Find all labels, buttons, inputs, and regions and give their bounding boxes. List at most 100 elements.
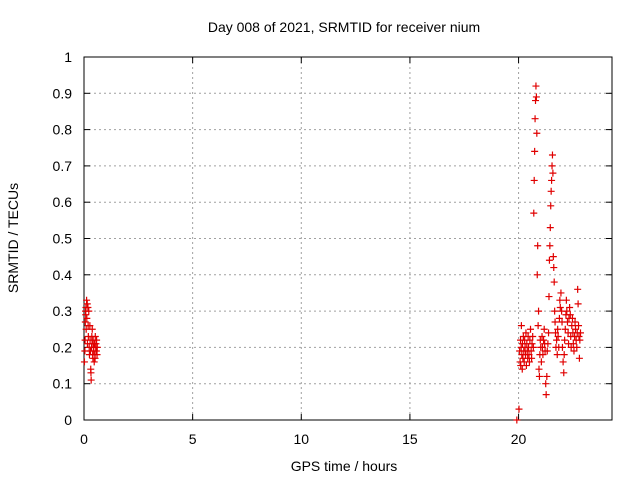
data-point — [539, 351, 547, 359]
data-point — [561, 336, 569, 344]
data-point — [515, 405, 523, 413]
y-tick-label: 0.8 — [53, 122, 73, 138]
x-tick-label: 20 — [511, 431, 527, 447]
data-point — [517, 322, 525, 330]
data-point — [531, 115, 539, 123]
data-point — [532, 93, 540, 101]
data-point — [568, 322, 576, 330]
y-tick-label: 0 — [64, 412, 72, 428]
data-point — [543, 372, 551, 380]
data-point — [542, 380, 550, 388]
data-point — [568, 314, 576, 322]
data-point — [573, 343, 581, 351]
data-point — [554, 333, 562, 341]
data-point — [83, 314, 91, 322]
data-point — [92, 340, 100, 348]
data-point — [555, 314, 563, 322]
data-point — [569, 340, 577, 348]
data-point — [558, 343, 566, 351]
data-point — [549, 169, 557, 177]
x-tick-label: 15 — [402, 431, 418, 447]
y-tick-label: 1 — [64, 49, 72, 65]
x-axis-label: GPS time / hours — [291, 458, 398, 474]
y-axis-label: SRMTID / TECUs — [5, 183, 21, 293]
data-point — [525, 351, 533, 359]
data-point — [85, 307, 93, 315]
data-point — [527, 347, 535, 355]
data-point — [563, 318, 571, 326]
data-point — [550, 278, 558, 286]
data-point — [537, 358, 545, 366]
data-point — [533, 271, 541, 279]
data-point — [522, 329, 530, 337]
y-tick-label: 0.1 — [53, 376, 73, 392]
data-point — [534, 242, 542, 250]
data-point — [574, 300, 582, 308]
y-tick-label: 0.7 — [53, 158, 73, 174]
data-point — [552, 329, 560, 337]
data-point — [556, 303, 564, 311]
data-point — [530, 176, 538, 184]
data-point — [540, 336, 548, 344]
data-point — [545, 329, 553, 337]
data-point — [532, 82, 540, 90]
data-point — [527, 325, 535, 333]
data-point — [533, 129, 541, 137]
data-point — [560, 351, 568, 359]
data-point — [570, 347, 578, 355]
data-point — [530, 209, 538, 217]
data-point — [566, 311, 574, 319]
data-point — [551, 318, 559, 326]
x-tick-label: 10 — [293, 431, 309, 447]
data-point — [560, 369, 568, 377]
data-point — [566, 303, 574, 311]
data-point — [551, 307, 559, 315]
data-point — [546, 224, 554, 232]
data-point — [553, 351, 561, 359]
data-point — [87, 376, 95, 384]
data-point — [556, 296, 564, 304]
data-point — [562, 296, 570, 304]
data-point — [561, 325, 569, 333]
y-tick-label: 0.6 — [53, 194, 73, 210]
data-point — [538, 343, 546, 351]
data-point — [576, 336, 584, 344]
data-point — [83, 300, 91, 308]
data-point — [546, 242, 554, 250]
data-point — [87, 369, 95, 377]
data-point — [531, 147, 539, 155]
data-point — [559, 358, 567, 366]
y-tick-labels: 0 0.1 0.2 0.3 0.4 0.5 0.6 0.7 0.8 0.9 1 — [53, 49, 73, 428]
data-point — [542, 391, 550, 399]
data-point — [571, 325, 579, 333]
y-tick-label: 0.5 — [53, 231, 73, 247]
data-point — [553, 336, 561, 344]
data-point — [92, 347, 100, 355]
data-point — [91, 354, 99, 362]
data-point — [547, 187, 555, 195]
data-point — [538, 333, 546, 341]
data-point — [526, 336, 534, 344]
data-point — [544, 340, 552, 348]
data-point — [529, 333, 537, 341]
data-point — [93, 351, 101, 359]
data-point — [549, 253, 557, 261]
data-point — [529, 343, 537, 351]
data-point — [575, 354, 583, 362]
data-point — [82, 311, 90, 319]
data-point — [86, 322, 94, 330]
data-point — [90, 358, 98, 366]
data-point — [80, 358, 88, 366]
x-tick-labels: 0 5 10 15 20 — [80, 431, 526, 447]
data-point — [534, 322, 542, 330]
x-tick-label: 0 — [80, 431, 88, 447]
data-point — [571, 318, 579, 326]
data-point — [88, 325, 96, 333]
data-point — [550, 264, 558, 272]
data-point — [93, 343, 101, 351]
data-point — [513, 416, 521, 424]
data-point — [547, 202, 555, 210]
data-point — [575, 322, 583, 330]
y-tick-label: 0.4 — [53, 267, 73, 283]
